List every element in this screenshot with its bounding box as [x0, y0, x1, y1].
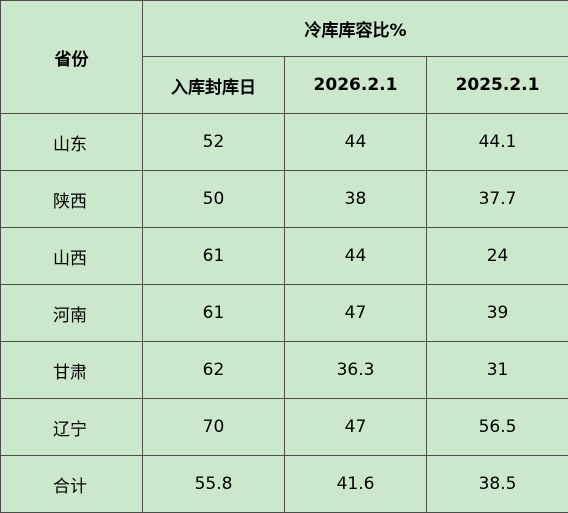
table-row: 山西 61 44 24	[1, 228, 568, 285]
total-row: 合计 55.8 41.6 38.5	[1, 456, 568, 513]
seal-day-cell: 50	[143, 171, 285, 228]
ratio-2026-cell: 36.3	[285, 342, 427, 399]
province-cell: 山西	[1, 228, 143, 285]
seal-day-cell: 61	[143, 228, 285, 285]
ratio-2025-cell: 44.1	[427, 114, 568, 171]
ratio-2025-cell: 38.5	[427, 456, 568, 513]
subheader-2026: 2026.2.1	[285, 57, 427, 114]
ratio-2025-cell: 31	[427, 342, 568, 399]
table-row: 河南 61 47 39	[1, 285, 568, 342]
ratio-2026-cell: 47	[285, 399, 427, 456]
province-cell: 河南	[1, 285, 143, 342]
header-province: 省份	[1, 1, 143, 114]
ratio-2025-cell: 24	[427, 228, 568, 285]
seal-day-cell: 70	[143, 399, 285, 456]
ratio-2026-cell: 44	[285, 228, 427, 285]
table-row: 山东 52 44 44.1	[1, 114, 568, 171]
header-capacity-ratio: 冷库库容比%	[143, 1, 568, 57]
table-row: 陕西 50 38 37.7	[1, 171, 568, 228]
table-row: 辽宁 70 47 56.5	[1, 399, 568, 456]
table-row: 甘肃 62 36.3 31	[1, 342, 568, 399]
ratio-2026-cell: 47	[285, 285, 427, 342]
ratio-2026-cell: 38	[285, 171, 427, 228]
seal-day-cell: 62	[143, 342, 285, 399]
province-cell: 陕西	[1, 171, 143, 228]
header-row-1: 省份 冷库库容比%	[1, 1, 568, 57]
subheader-2025: 2025.2.1	[427, 57, 568, 114]
ratio-2025-cell: 56.5	[427, 399, 568, 456]
province-cell: 甘肃	[1, 342, 143, 399]
subheader-seal-day: 入库封库日	[143, 57, 285, 114]
province-cell: 辽宁	[1, 399, 143, 456]
province-cell: 山东	[1, 114, 143, 171]
total-label-cell: 合计	[1, 456, 143, 513]
ratio-2025-cell: 37.7	[427, 171, 568, 228]
ratio-2026-cell: 44	[285, 114, 427, 171]
seal-day-cell: 61	[143, 285, 285, 342]
seal-day-cell: 55.8	[143, 456, 285, 513]
ratio-2025-cell: 39	[427, 285, 568, 342]
seal-day-cell: 52	[143, 114, 285, 171]
ratio-2026-cell: 41.6	[285, 456, 427, 513]
